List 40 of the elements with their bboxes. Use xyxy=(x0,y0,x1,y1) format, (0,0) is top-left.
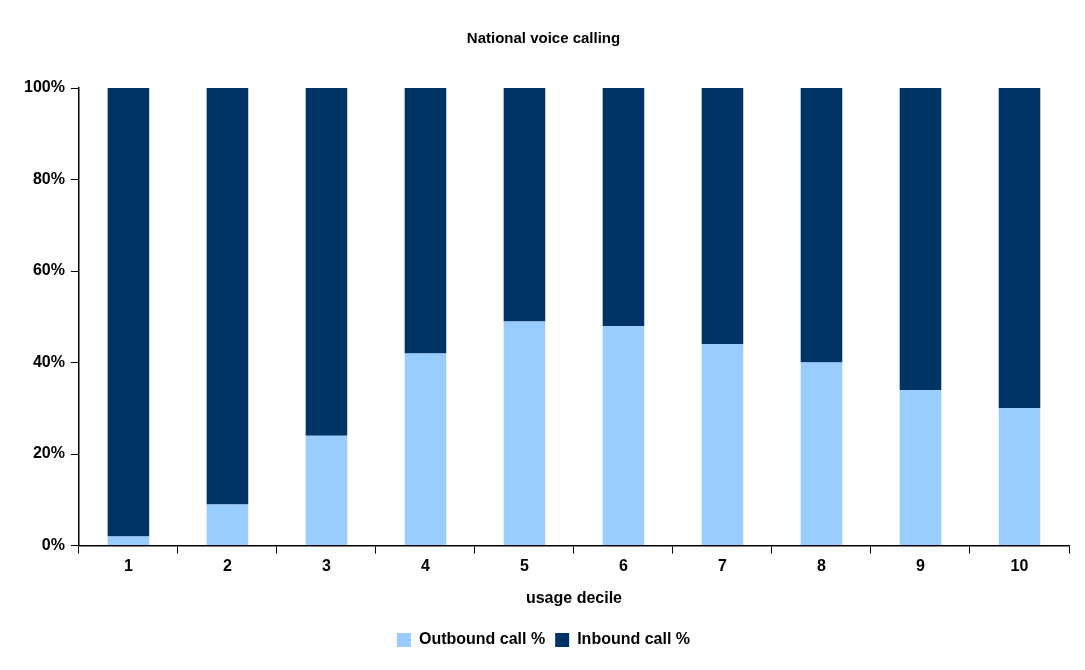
bar xyxy=(503,88,546,322)
bar xyxy=(998,408,1041,546)
x-tick-label: 7 xyxy=(718,556,728,574)
x-tick-label: 2 xyxy=(222,556,232,574)
x-tick-label: 10 xyxy=(1010,556,1029,574)
bar xyxy=(998,88,1041,409)
bar xyxy=(503,321,546,546)
x-tick-label: 6 xyxy=(619,556,629,574)
bar xyxy=(404,88,447,354)
bar xyxy=(899,390,942,546)
x-tick-label: 9 xyxy=(916,556,926,574)
bar xyxy=(800,362,843,546)
y-tick-label: 80% xyxy=(32,169,65,187)
legend-label: Inbound call % xyxy=(577,630,691,648)
y-tick-label: 40% xyxy=(32,352,65,370)
bar xyxy=(602,325,645,546)
x-tick-label: 8 xyxy=(817,556,827,574)
y-tick-label: 100% xyxy=(24,78,65,96)
y-tick-label: 60% xyxy=(32,261,65,279)
x-tick-label: 4 xyxy=(421,556,430,574)
bar xyxy=(899,88,942,391)
x-tick-label: 3 xyxy=(321,556,331,574)
bar xyxy=(305,88,348,436)
bar xyxy=(800,88,843,363)
chart-title: National voice calling xyxy=(466,29,621,47)
bar xyxy=(305,435,348,546)
bar xyxy=(701,344,744,546)
bar xyxy=(701,88,744,345)
bar xyxy=(107,88,150,537)
bar xyxy=(107,536,150,546)
x-tick-label: 5 xyxy=(520,556,529,574)
bar xyxy=(602,88,645,326)
legend-label: Outbound call % xyxy=(418,630,546,648)
bar xyxy=(206,504,249,546)
y-tick-label: 0% xyxy=(41,536,65,554)
bar xyxy=(404,353,447,546)
bar xyxy=(206,88,249,505)
x-tick-label: 1 xyxy=(123,556,133,574)
y-tick-label: 20% xyxy=(32,444,65,462)
x-axis-title: usage decile xyxy=(525,588,623,606)
